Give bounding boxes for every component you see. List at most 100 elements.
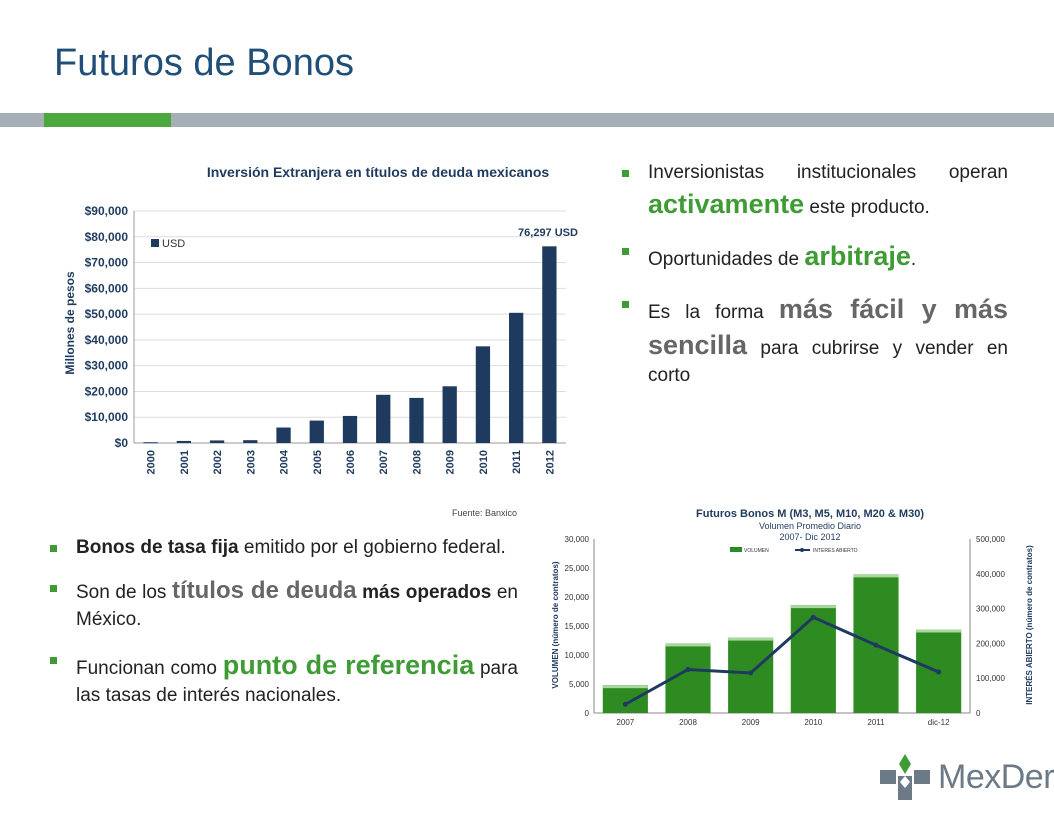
slide-title: Futuros de Bonos xyxy=(54,42,354,84)
chart1-ytick-label: $80,000 xyxy=(85,230,129,244)
chart1-ylabel: Millones de pesos xyxy=(63,271,77,375)
chart1-ytick-label: $30,000 xyxy=(85,359,129,373)
header-divider xyxy=(0,113,1054,127)
bullet-item: Funcionan como punto de referencia para … xyxy=(48,647,518,709)
chart1-ytick-label: $10,000 xyxy=(85,410,129,424)
chart1-bar xyxy=(143,442,158,444)
chart2-ytick-right-label: 0 xyxy=(976,709,981,718)
chart1-bar xyxy=(542,246,557,443)
header-divider-accent xyxy=(44,113,171,127)
chart1-xtick-label: 2000 xyxy=(146,450,158,474)
chart1-xtick-label: 2006 xyxy=(345,450,357,474)
chart2-ytick-right-label: 300,000 xyxy=(976,605,1005,614)
chart1-xtick-label: 2011 xyxy=(511,450,523,474)
chart1-legend-swatch xyxy=(151,239,159,247)
chart1-ytick-label: $90,000 xyxy=(85,204,129,218)
chart1-annotation: 76,297 USD xyxy=(518,227,578,239)
bond-futures-chart: Futuros Bonos M (M3, M5, M10, M20 & M30)… xyxy=(551,508,1034,727)
chart1-ytick-label: $60,000 xyxy=(85,281,129,295)
chart2-bar-highlight xyxy=(665,643,711,647)
chart2-legend-swatch-volume xyxy=(730,547,742,552)
chart1-ytick-label: $20,000 xyxy=(85,384,129,398)
chart1-legend-label: USD xyxy=(162,238,185,250)
chart1-xtick-label: 2010 xyxy=(478,450,490,474)
chart2-ytick-right-label: 500,000 xyxy=(976,535,1005,544)
foreign-investment-chart: Inversión Extranjera en títulos de deuda… xyxy=(63,164,578,474)
chart2-subtitle2: 2007- Dic 2012 xyxy=(779,532,840,542)
chart1-bar xyxy=(342,415,358,443)
chart1-bar xyxy=(309,420,324,443)
bullet-item: Inversionistas institucionales operan ac… xyxy=(620,160,1008,222)
chart2-xtick-label: 2010 xyxy=(804,718,822,727)
chart1-ytick-label: $0 xyxy=(115,436,129,450)
chart2-ylabel-left: VOLUMEN (número de contratos) xyxy=(551,561,560,688)
chart2-legend-oi: INTERÉS ABIERTO xyxy=(813,547,858,554)
chart1-bar xyxy=(276,427,291,443)
mexder-logo-icon xyxy=(880,754,930,800)
chart1-bar xyxy=(475,346,491,443)
chart2-bar-highlight xyxy=(790,605,836,609)
chart1-xtick-label: 2002 xyxy=(212,450,224,474)
chart2-open-interest-point xyxy=(748,670,754,676)
chart1-xtick-label: 2007 xyxy=(378,450,390,474)
chart2-bar xyxy=(602,685,648,713)
chart2-bar-highlight xyxy=(853,574,899,578)
chart1-xtick-label: 2003 xyxy=(245,450,257,474)
chart1-bar xyxy=(409,397,424,443)
chart1-bar xyxy=(209,440,225,443)
chart2-open-interest-point xyxy=(810,614,816,620)
chart2-ytick-left-label: 30,000 xyxy=(565,535,590,544)
chart2-title: Futuros Bonos M (M3, M5, M10, M20 & M30) xyxy=(696,508,924,520)
bullet-item: Son de los títulos de deuda más operados… xyxy=(48,575,518,633)
chart1-ytick-label: $40,000 xyxy=(85,333,129,347)
chart2-ytick-left-label: 5,000 xyxy=(569,680,590,689)
bullet-item: Es la forma más fácil y más sencilla par… xyxy=(620,291,1008,390)
chart2-open-interest-line xyxy=(624,615,940,706)
chart1-bar xyxy=(509,312,524,443)
chart2-legend-volume: VOLUMEN xyxy=(744,548,769,554)
chart2-open-interest-point xyxy=(873,642,879,648)
bullet-item: Oportunidades de arbitraje. xyxy=(620,238,1008,274)
chart1-bar xyxy=(243,440,258,443)
chart1-xtick-label: 2009 xyxy=(445,450,457,474)
chart2-bar xyxy=(790,605,836,713)
chart2-ytick-left-label: 25,000 xyxy=(565,564,590,573)
chart1-xtick-label: 2008 xyxy=(411,450,423,474)
chart2-ytick-right-label: 400,000 xyxy=(976,570,1005,579)
chart2-ylabel-right: INTERÉS ABIERTO (número de contratos) xyxy=(1025,545,1034,705)
chart1-title: Inversión Extranjera en títulos de deuda… xyxy=(207,164,550,180)
chart2-ytick-left-label: 15,000 xyxy=(565,622,590,631)
mexder-logo: MexDer xyxy=(878,752,1054,802)
chart2-ytick-left-label: 20,000 xyxy=(565,593,590,602)
chart2-bar-highlight xyxy=(728,637,774,641)
chart2-ytick-right-label: 100,000 xyxy=(976,674,1005,683)
chart2-open-interest-point xyxy=(685,667,691,672)
chart2-xtick-label: 2008 xyxy=(679,718,697,727)
chart2-bar-highlight xyxy=(916,629,962,633)
chart2-xtick-label: dic-12 xyxy=(928,718,950,727)
chart1-ytick-label: $50,000 xyxy=(85,307,129,321)
right-bullet-list: Inversionistas institucionales operan ac… xyxy=(620,160,1008,405)
chart1-bar xyxy=(176,440,191,443)
chart2-legend-marker-oi xyxy=(800,548,804,552)
chart1-bar xyxy=(442,386,457,443)
chart2-open-interest-point xyxy=(622,701,628,707)
chart1-xtick-label: 2001 xyxy=(179,450,191,474)
chart2-xtick-label: 2011 xyxy=(867,718,885,727)
chart1-xtick-label: 2004 xyxy=(279,449,291,474)
chart2-ytick-right-label: 200,000 xyxy=(976,639,1005,648)
chart2-ytick-left-label: 10,000 xyxy=(565,651,590,660)
chart2-bar-highlight xyxy=(602,685,648,689)
chart2-xtick-label: 2009 xyxy=(742,718,760,727)
left-bullet-list: Bonos de tasa fija emitido por el gobier… xyxy=(48,535,518,723)
chart2-subtitle: Volumen Promedio Diario xyxy=(759,521,861,531)
chart2-ytick-left-label: 0 xyxy=(585,709,590,718)
chart2-open-interest-point xyxy=(936,669,942,675)
logo-text: MexDer xyxy=(938,757,1054,796)
chart-source: Fuente: Banxico xyxy=(452,508,518,518)
bullet-item: Bonos de tasa fija emitido por el gobier… xyxy=(48,535,518,561)
chart1-bar xyxy=(376,394,391,443)
chart1-xtick-label: 2005 xyxy=(312,450,324,474)
chart1-ytick-label: $70,000 xyxy=(85,256,129,270)
chart1-xtick-label: 2012 xyxy=(544,450,556,474)
